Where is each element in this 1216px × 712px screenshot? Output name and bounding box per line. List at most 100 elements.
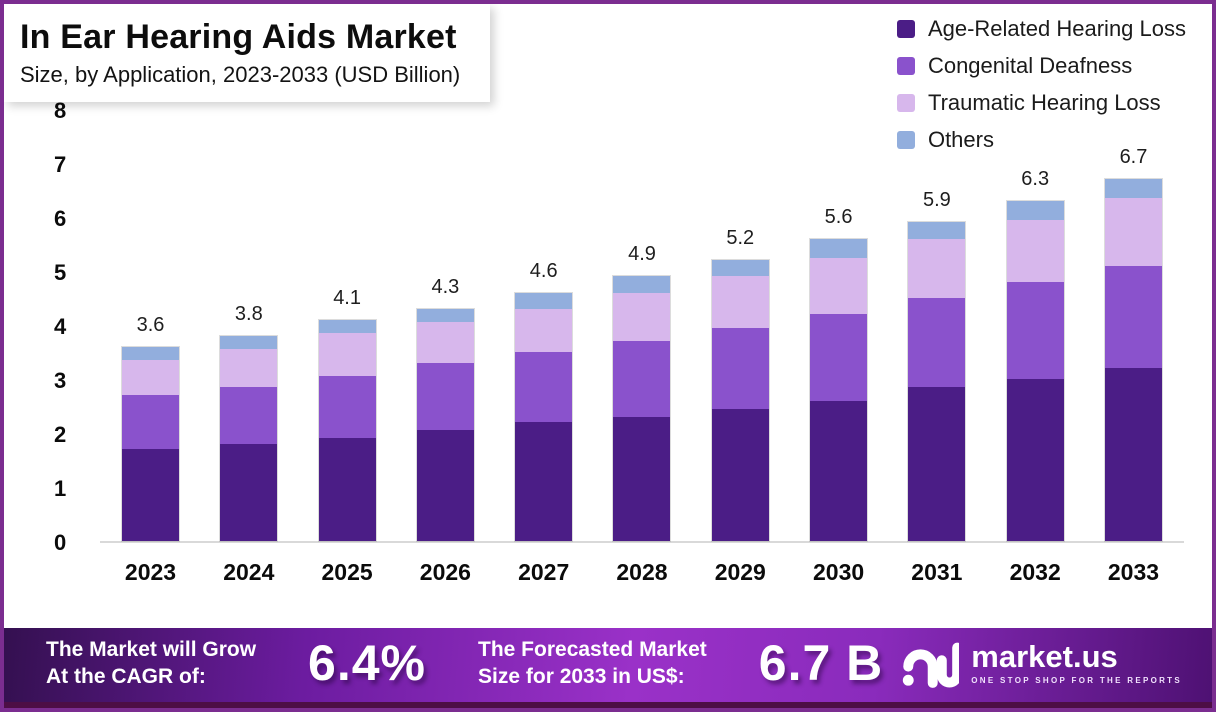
- bar-segment-others: [318, 319, 376, 334]
- bar-total-label: 4.1: [333, 286, 361, 309]
- bar-stack: [1006, 200, 1064, 541]
- brand-name: market.us: [971, 639, 1118, 674]
- plot-area: 3.6 3.8 4.1 4.3 4.6 4.9 5.2 5.6 5.9 6.3 6.7: [100, 111, 1184, 543]
- bar-total-label: 5.9: [922, 189, 951, 212]
- bar-segment-age-related-hearing-loss: [908, 387, 966, 541]
- bar-total-label: 3.8: [234, 302, 263, 325]
- bar-segment-age-related-hearing-loss: [515, 422, 573, 541]
- y-axis-tick: 6: [54, 206, 67, 231]
- bar-segment-traumatic-hearing-loss: [711, 276, 769, 328]
- cagr-value: 6.4%: [308, 635, 427, 691]
- page-title: In Ear Hearing Aids Market: [20, 18, 457, 56]
- legend-item: Congenital Deafness: [896, 53, 1186, 79]
- legend-swatch-icon: [896, 57, 915, 75]
- bar-2025: 4.1: [318, 111, 376, 541]
- bar-segment-traumatic-hearing-loss: [122, 360, 179, 396]
- x-axis-label: 2025: [321, 559, 373, 585]
- legend-label: Others: [927, 127, 994, 152]
- bar-segment-traumatic-hearing-loss: [1006, 219, 1064, 282]
- bar-segment-traumatic-hearing-loss: [908, 238, 966, 299]
- y-axis-tick: 3: [54, 368, 67, 393]
- y-axis-tick: 5: [54, 260, 67, 285]
- bar-2024: 3.8: [220, 111, 278, 541]
- bar-total-label: 6.7: [1119, 146, 1148, 169]
- footer-banner: The Market will Grow At the CAGR of: 6.4…: [4, 628, 1212, 708]
- y-axis: 8 7 6 5 4 3 2 1 0: [54, 96, 84, 558]
- bar-stack: [1104, 179, 1162, 541]
- y-axis-tick: 1: [54, 476, 67, 501]
- bar-segment-age-related-hearing-loss: [711, 408, 769, 541]
- x-axis-label: 2026: [419, 559, 471, 585]
- bar-segment-others: [1104, 179, 1162, 199]
- y-axis-tick: 2: [54, 422, 67, 447]
- forecast-value: 6.7 B: [758, 635, 884, 691]
- bar-2031: 5.9: [908, 111, 966, 541]
- bar-segment-congenital-deafness: [1006, 281, 1064, 379]
- bar-total-label: 4.6: [529, 259, 558, 282]
- brand-logo: market.us ONE STOP SHOP FOR THE REPORTS: [901, 636, 1182, 690]
- bar-segment-congenital-deafness: [1104, 265, 1162, 369]
- legend-swatch-icon: [896, 131, 915, 149]
- legend-item: Others: [896, 127, 1186, 153]
- bar-segment-congenital-deafness: [613, 341, 671, 417]
- y-axis-tick: 7: [54, 152, 67, 177]
- cagr-label-line1: The Market will Grow: [46, 637, 257, 661]
- bar-stack: [318, 319, 376, 541]
- bar-total-label: 4.9: [628, 243, 656, 266]
- bar-2027: 4.6: [515, 111, 573, 541]
- bar-segment-others: [908, 222, 966, 239]
- bar-segment-congenital-deafness: [810, 314, 868, 401]
- x-axis-label: 2029: [714, 559, 766, 585]
- x-axis: 2023 2024 2025 2026 2027 2028 2029 2030 2031 2032…: [100, 559, 1184, 586]
- bar-total-label: 5.2: [726, 227, 755, 250]
- brand-tagline: ONE STOP SHOP FOR THE REPORTS: [971, 676, 1183, 685]
- x-axis-label: 2023: [124, 559, 177, 585]
- bar-segment-age-related-hearing-loss: [122, 449, 179, 541]
- bar-segment-congenital-deafness: [220, 387, 278, 444]
- forecast-label-line2: Size for 2033 in US$:: [478, 665, 685, 688]
- bar-segment-age-related-hearing-loss: [220, 443, 278, 541]
- bar-total-label: 4.3: [431, 275, 460, 298]
- bar-2028: 4.9: [613, 111, 671, 541]
- x-axis-label: 2024: [223, 559, 275, 585]
- bar-2030: 5.6: [810, 111, 868, 541]
- bar-segment-age-related-hearing-loss: [613, 416, 671, 541]
- legend-label: Congenital Deafness: [927, 53, 1133, 78]
- bar-segment-congenital-deafness: [711, 327, 769, 409]
- x-axis-label: 2033: [1107, 559, 1160, 585]
- bar-segment-age-related-hearing-loss: [810, 400, 868, 541]
- bar-segment-age-related-hearing-loss: [1006, 379, 1064, 541]
- bar-stack: [122, 346, 179, 541]
- bar-2029: 5.2: [711, 111, 769, 541]
- bar-segment-others: [711, 260, 769, 277]
- legend-item: Traumatic Hearing Loss: [896, 90, 1186, 116]
- bar-segment-others: [515, 292, 573, 309]
- y-axis-tick: 4: [54, 314, 67, 339]
- title-card: In Ear Hearing Aids Market Size, by Appl…: [4, 4, 491, 103]
- bar-total-label: 5.6: [824, 205, 853, 228]
- bar-total-label: 3.6: [136, 313, 165, 336]
- bar-segment-traumatic-hearing-loss: [515, 308, 573, 353]
- x-axis-label: 2032: [1009, 559, 1061, 585]
- bar-stack: [810, 238, 868, 541]
- marketus-logo-icon: [903, 642, 960, 688]
- x-axis-label: 2030: [812, 559, 865, 585]
- bar-segment-congenital-deafness: [515, 352, 573, 423]
- page-subtitle: Size, by Application, 2023-2033 (USD Bil…: [20, 62, 461, 88]
- forecast-label: The Forecasted Market Size for 2033 in U…: [478, 636, 707, 691]
- legend-swatch-icon: [896, 94, 915, 112]
- bar-total-label: 6.3: [1021, 167, 1050, 190]
- y-axis-tick: 0: [54, 530, 67, 555]
- x-axis-label: 2027: [518, 559, 570, 585]
- bar-stack: [220, 335, 278, 541]
- bar-2026: 4.3: [416, 111, 474, 541]
- bar-segment-traumatic-hearing-loss: [416, 322, 474, 363]
- chart-legend: Age-Related Hearing Loss Congenital Deafn…: [896, 16, 1186, 164]
- y-axis-tick: 8: [54, 98, 67, 123]
- bar-segment-traumatic-hearing-loss: [318, 333, 376, 377]
- bar-segment-traumatic-hearing-loss: [810, 257, 868, 315]
- bar-segment-age-related-hearing-loss: [416, 430, 474, 541]
- bar-segment-others: [1006, 200, 1064, 220]
- bar-stack: [416, 308, 474, 541]
- bar-segment-others: [613, 276, 671, 293]
